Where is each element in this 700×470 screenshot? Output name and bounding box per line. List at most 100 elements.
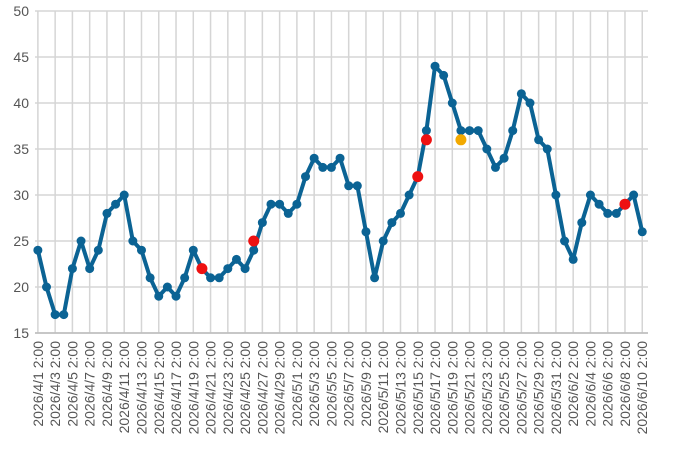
data-point [50,310,60,320]
data-point [136,245,146,255]
x-tick-label: 2026/4/11 2:00 [116,341,132,434]
x-tick-label: 2026/5/23 2:00 [479,341,495,435]
x-tick-label: 2026/4/3 2:00 [47,341,63,427]
x-tick-label: 2026/6/6 2:00 [600,341,616,427]
data-point [292,199,302,209]
data-point [283,208,293,218]
data-point [231,254,241,264]
data-point [318,162,328,172]
data-point [326,162,336,172]
y-tick-label: 45 [13,49,29,65]
data-point [421,126,431,136]
x-tick-label: 2026/5/29 2:00 [531,341,547,435]
x-tick-label: 2026/5/11 2:00 [375,341,391,434]
data-point [171,291,181,301]
x-tick-label: 2026/5/13 2:00 [392,341,408,435]
data-point [42,282,52,292]
data-point [490,162,500,172]
data-point [525,98,535,108]
data-point [59,310,69,320]
data-point [370,273,380,283]
data-point [145,273,155,283]
x-tick-label: 2026/5/1 2:00 [289,341,305,427]
data-point [162,282,172,292]
data-point [196,263,208,275]
y-tick-label: 25 [13,233,29,249]
x-tick-label: 2026/4/23 2:00 [220,341,236,435]
x-tick-label: 2026/4/9 2:00 [99,341,115,427]
x-tick-label: 2026/4/27 2:00 [254,341,270,435]
data-point [482,144,492,154]
data-point [309,153,319,163]
data-point [93,245,103,255]
data-point [516,89,526,99]
data-point [378,236,388,246]
x-tick-label: 2026/6/10 2:00 [634,341,650,435]
data-point [465,126,475,136]
data-point [499,153,509,163]
data-point [585,190,595,200]
x-tick-label: 2026/4/1 2:00 [30,341,46,427]
x-tick-label: 2026/6/4 2:00 [582,341,598,427]
data-point [214,273,224,283]
data-point [439,70,449,80]
data-point [33,245,43,255]
data-point [619,198,631,210]
data-point [387,218,397,228]
y-tick-label: 40 [13,95,29,111]
x-tick-label: 2026/5/31 2:00 [548,341,564,435]
data-point [223,264,233,274]
data-point [85,264,95,274]
data-point [301,172,311,182]
x-tick-label: 2026/5/25 2:00 [496,341,512,435]
data-point [76,236,86,246]
x-tick-label: 2026/4/21 2:00 [203,341,219,435]
data-point [111,199,121,209]
data-point [188,245,198,255]
data-point [395,208,405,218]
x-tick-label: 2026/5/15 2:00 [410,341,426,435]
data-point [508,126,518,136]
x-tick-label: 2026/4/17 2:00 [168,341,184,435]
data-point [404,190,414,200]
data-point [447,98,457,108]
data-point [128,236,138,246]
x-tick-label: 2026/4/29 2:00 [272,341,288,435]
data-point [534,135,544,145]
data-point [603,208,613,218]
data-point [473,126,483,136]
data-point [249,245,259,255]
data-point [180,273,190,283]
data-point [266,199,276,209]
y-tick-label: 30 [13,187,29,203]
x-tick-label: 2026/5/9 2:00 [358,341,374,427]
x-tick-label: 2026/4/13 2:00 [133,341,149,435]
data-point [335,153,345,163]
data-point [577,218,587,228]
data-point [275,199,285,209]
data-point [240,264,250,274]
data-point [361,227,371,237]
y-tick-label: 15 [13,325,29,341]
data-point [67,264,77,274]
data-point [568,254,578,264]
data-point [611,208,621,218]
data-point [352,181,362,191]
y-tick-label: 50 [13,3,29,19]
data-point [344,181,354,191]
x-tick-label: 2026/6/8 2:00 [617,341,633,427]
x-tick-label: 2026/4/15 2:00 [151,341,167,435]
y-tick-label: 35 [13,141,29,157]
data-point [206,273,216,283]
y-tick-label: 20 [13,279,29,295]
x-tick-label: 2026/4/25 2:00 [237,341,253,435]
data-point [248,235,260,247]
data-point [560,236,570,246]
data-point [412,171,424,183]
x-tick-label: 2026/5/27 2:00 [513,341,529,435]
x-tick-label: 2026/5/17 2:00 [427,341,443,435]
data-point [551,190,561,200]
data-point [430,61,440,71]
data-point [455,134,467,146]
